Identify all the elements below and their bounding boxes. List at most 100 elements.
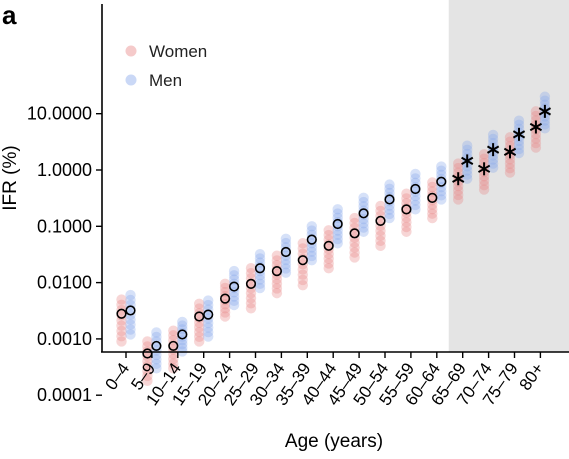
women-sample-point — [245, 293, 257, 304]
women-sample-point — [530, 115, 542, 126]
men-sample-point — [487, 137, 499, 149]
men-sample-point — [539, 95, 551, 106]
men-sample-point — [280, 267, 292, 278]
women-sample-point — [530, 128, 542, 140]
men-sample-point — [462, 169, 473, 180]
men-sample-point — [228, 291, 240, 302]
men-sample-point — [513, 143, 525, 155]
women-sample-point — [297, 264, 308, 275]
y-tick-label: 0.0100 — [37, 273, 92, 293]
women-sample-point — [219, 290, 231, 302]
y-tick-label: 0.1000 — [37, 216, 92, 236]
men-sample-point — [332, 204, 343, 215]
women-sample-point — [297, 238, 308, 249]
men-sample-point — [539, 119, 551, 130]
women-sample-point — [349, 252, 360, 263]
women-sample-point — [453, 185, 464, 196]
x-axis-title: Age (years) — [285, 431, 383, 452]
men-sample-point — [228, 270, 240, 281]
women-sample-point — [401, 188, 412, 199]
men-estimate-point — [280, 246, 292, 258]
women-sample-point — [194, 336, 205, 347]
women-sample-point — [219, 311, 231, 322]
men-sample-point — [151, 358, 162, 370]
men-sample-point — [254, 270, 266, 281]
men-sample-point — [358, 201, 369, 212]
women-estimate-star — [529, 120, 543, 134]
women-estimate-star — [477, 162, 491, 176]
women-sample-point — [245, 288, 257, 299]
women-sample-point — [271, 278, 283, 289]
men-sample-point — [125, 319, 136, 330]
men-sample-point — [203, 326, 214, 338]
x-tick-label: 0–4 — [101, 359, 133, 393]
women-sample-point — [168, 363, 179, 374]
women-estimate-point — [375, 215, 386, 226]
women-sample-point — [271, 255, 283, 266]
shaded-age-region — [448, 0, 569, 352]
men-sample-point — [254, 282, 266, 294]
men-sample-point — [177, 338, 188, 350]
men-sample-point — [332, 216, 343, 228]
men-sample-point — [410, 195, 421, 206]
women-estimate-star — [503, 145, 517, 159]
men-sample-point — [177, 316, 188, 328]
men-sample-point — [513, 147, 525, 159]
women-sample-point — [219, 307, 231, 318]
men-sample-point — [513, 119, 525, 130]
women-sample-point — [375, 205, 386, 217]
women-estimate-point — [116, 308, 127, 319]
men-estimate-point — [410, 183, 421, 195]
women-sample-point — [194, 331, 205, 342]
men-sample-point — [177, 324, 188, 335]
women-sample-point — [271, 250, 283, 261]
women-sample-point — [530, 137, 542, 149]
men-sample-point — [280, 259, 292, 270]
legend: Women Men — [125, 42, 207, 90]
women-sample-point — [245, 263, 257, 274]
women-sample-point — [401, 212, 412, 223]
women-sample-point — [116, 320, 127, 331]
women-sample-point — [427, 177, 438, 188]
women-sample-point — [427, 195, 438, 206]
women-sample-point — [142, 336, 153, 347]
women-sample-point — [297, 243, 308, 254]
men-sample-point — [462, 140, 473, 151]
women-sample-point — [194, 322, 205, 333]
men-sample-point — [410, 173, 421, 184]
women-sample-point — [116, 299, 127, 310]
women-sample-point — [504, 158, 516, 169]
men-sample-point — [384, 196, 395, 207]
women-sample-point — [349, 242, 360, 253]
y-tick-label: 1.0000 — [37, 160, 92, 180]
women-sample-point — [401, 221, 412, 233]
men-sample-point — [487, 158, 499, 169]
y-axis-title: IFR (%) — [0, 145, 21, 210]
men-sample-point — [125, 294, 136, 306]
women-sample-point — [194, 326, 205, 338]
women-sample-point — [323, 258, 334, 269]
men-sample-point — [539, 123, 551, 134]
men-sample-point — [539, 99, 551, 110]
men-sample-point — [254, 274, 266, 285]
men-sample-point — [487, 162, 499, 173]
men-sample-point — [487, 129, 499, 141]
men-sample-point — [151, 327, 162, 338]
women-sample-point — [245, 268, 257, 279]
women-sample-point — [219, 282, 231, 294]
men-sample-point — [280, 254, 292, 266]
women-sample-point — [401, 217, 412, 228]
men-sample-point — [462, 148, 473, 160]
women-sample-point — [142, 370, 153, 382]
women-sample-point — [142, 375, 153, 387]
women-sample-point — [271, 269, 283, 280]
men-sample-point — [436, 161, 447, 172]
men-sample-point — [332, 233, 343, 245]
men-sample-point — [254, 248, 266, 260]
women-sample-point — [142, 341, 153, 352]
women-sample-point — [504, 132, 516, 143]
men-sample-point — [306, 246, 317, 257]
women-estimate-star — [452, 172, 465, 186]
women-sample-point — [116, 325, 127, 337]
women-sample-point — [194, 308, 205, 319]
